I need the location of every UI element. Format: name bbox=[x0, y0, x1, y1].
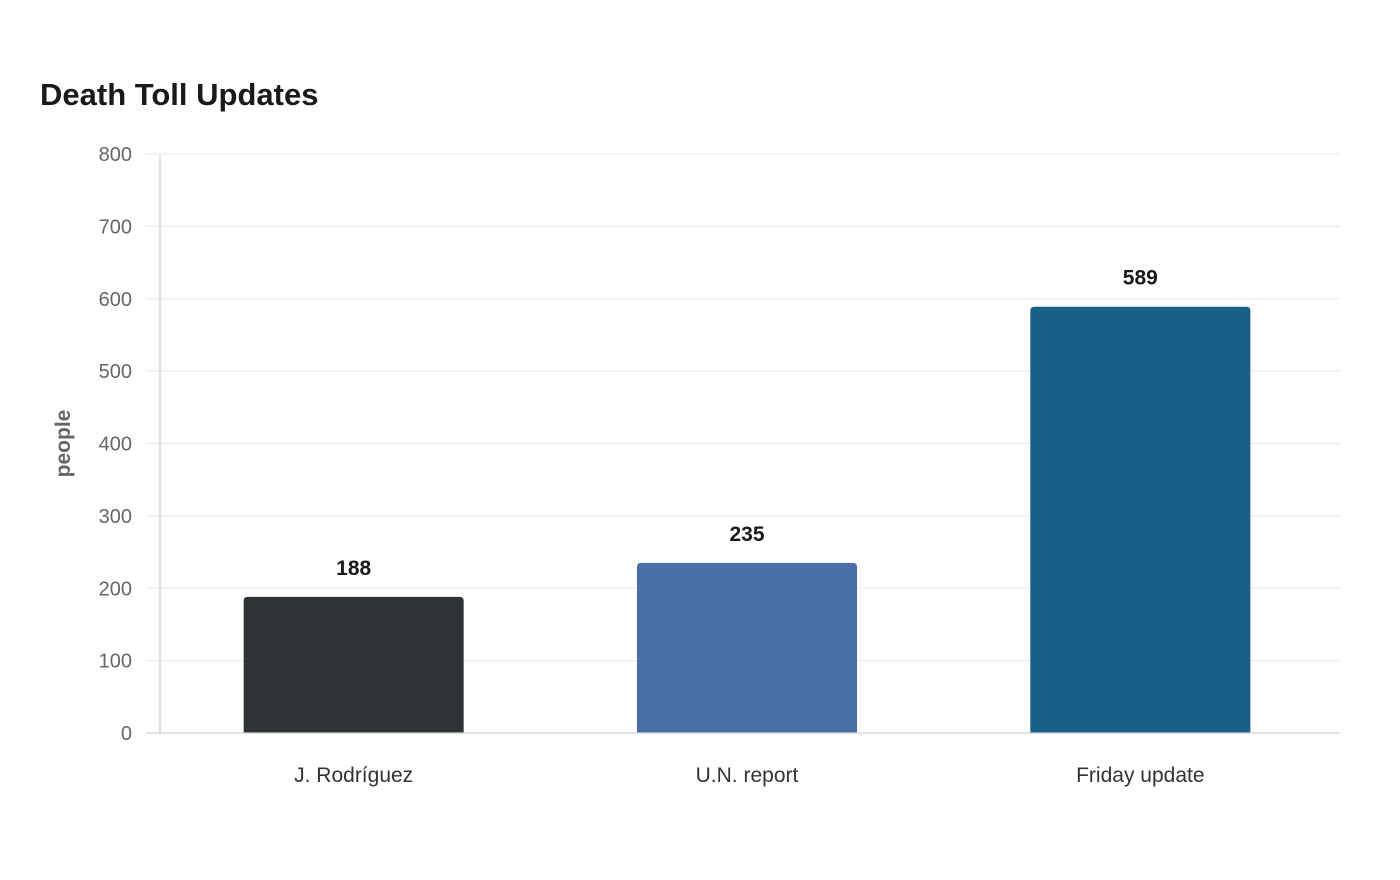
x-category-label: U.N. report bbox=[696, 764, 799, 787]
y-tick-label: 400 bbox=[99, 434, 132, 456]
bar-1 bbox=[243, 596, 464, 733]
y-tick-label: 800 bbox=[99, 144, 132, 166]
y-axis-ticks: 0 100 200 300 400 500 600 700 800 bbox=[99, 144, 160, 745]
y-tick-label: 500 bbox=[99, 361, 132, 383]
bar-3 bbox=[1030, 306, 1251, 733]
data-labels: 188 235 589 bbox=[336, 267, 1158, 580]
bar-value-label: 589 bbox=[1123, 267, 1158, 290]
chart-title: Death Toll Updates bbox=[40, 77, 319, 112]
bars bbox=[243, 306, 1251, 733]
y-tick-label: 0 bbox=[121, 723, 132, 745]
y-axis-title: people bbox=[52, 410, 75, 478]
x-category-label: J. Rodríguez bbox=[294, 764, 413, 787]
y-tick-label: 200 bbox=[99, 578, 132, 600]
y-tick-label: 100 bbox=[99, 651, 132, 673]
y-tick-label: 300 bbox=[99, 506, 132, 528]
x-axis-labels: J. Rodríguez U.N. report Friday update bbox=[294, 764, 1204, 787]
x-category-label: Friday update bbox=[1076, 764, 1204, 787]
bar-2 bbox=[637, 562, 857, 733]
y-tick-label: 600 bbox=[99, 289, 132, 311]
bar-value-label: 235 bbox=[729, 523, 764, 546]
y-tick-label: 700 bbox=[99, 216, 132, 238]
bar-value-label: 188 bbox=[336, 557, 371, 580]
